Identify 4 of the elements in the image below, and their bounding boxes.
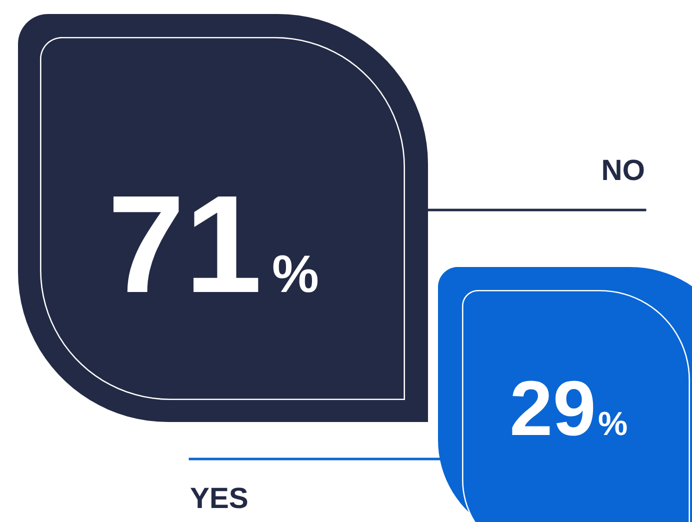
category-label: YES — [190, 488, 248, 508]
data-label: 71% — [113, 196, 318, 292]
data-label: 29% — [512, 380, 627, 436]
category-label: NO — [603, 160, 644, 180]
